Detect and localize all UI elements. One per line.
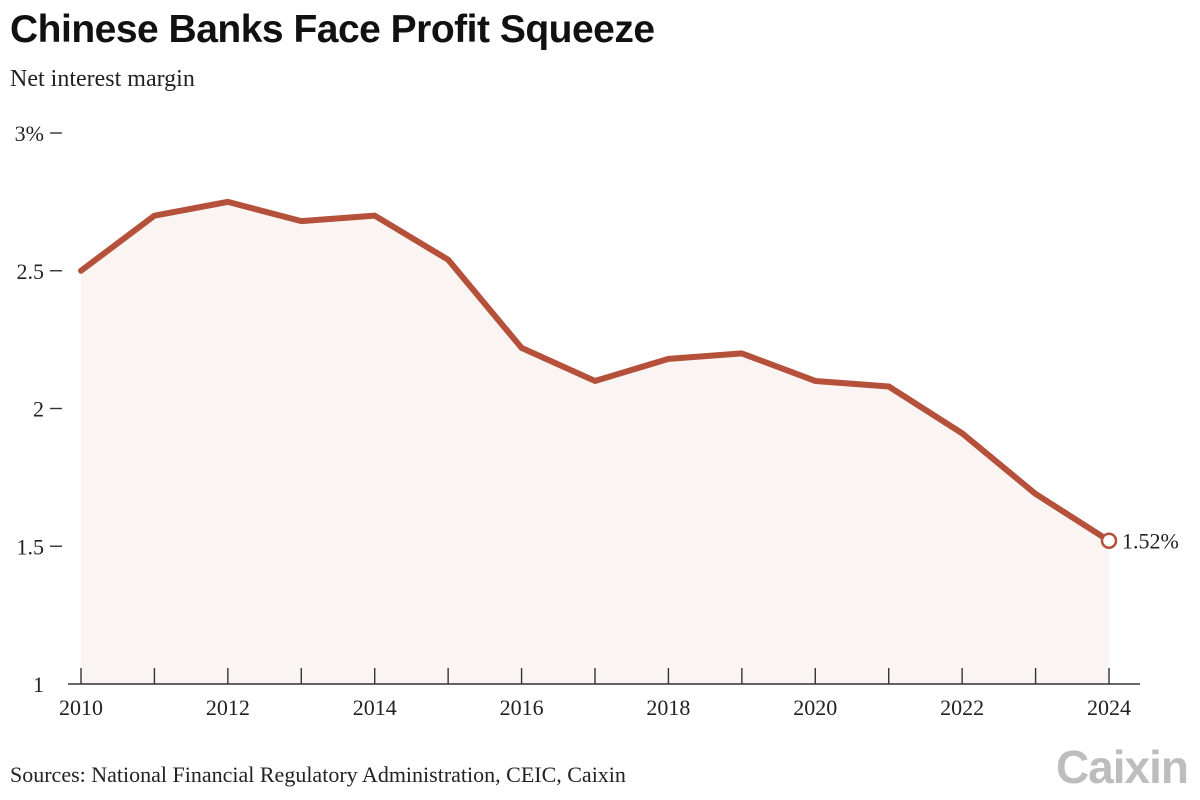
x-tick-label: 2014 bbox=[353, 695, 397, 720]
x-tick-label: 2012 bbox=[206, 695, 250, 720]
x-tick-label: 2010 bbox=[59, 695, 103, 720]
y-tick-label: 3% bbox=[15, 121, 44, 146]
axis-layer bbox=[50, 132, 1140, 685]
end-point-marker bbox=[1100, 532, 1118, 549]
source-note: Sources: National Financial Regulatory A… bbox=[10, 762, 626, 787]
area-layer bbox=[81, 201, 1109, 684]
x-tick-label: 2020 bbox=[793, 695, 837, 720]
end-value-label: 1.52% bbox=[1122, 529, 1179, 554]
net-interest-margin-line bbox=[78, 198, 1112, 544]
x-tick-label: 2018 bbox=[646, 695, 690, 720]
area-fill bbox=[81, 201, 1109, 684]
x-tick-label: 2024 bbox=[1087, 695, 1131, 720]
chart-subtitle: Net interest margin bbox=[10, 66, 195, 92]
caixin-logo: Caixin bbox=[1055, 741, 1189, 793]
y-tick-label: 1.5 bbox=[17, 534, 45, 559]
chart-title: Chinese Banks Face Profit Squeeze bbox=[10, 8, 655, 51]
label-layer: 2010 2012 2014 2016 2018 2020 2022 2024 1 1.5 2 2.5… bbox=[15, 121, 1179, 720]
x-tick-label: 2022 bbox=[940, 695, 984, 720]
y-tick-label: 2.5 bbox=[17, 259, 45, 284]
x-tick-label: 2016 bbox=[500, 695, 544, 720]
line-layer bbox=[78, 198, 1118, 549]
y-tick-label: 2 bbox=[33, 397, 44, 422]
y-tick-label: 1 bbox=[33, 672, 44, 697]
